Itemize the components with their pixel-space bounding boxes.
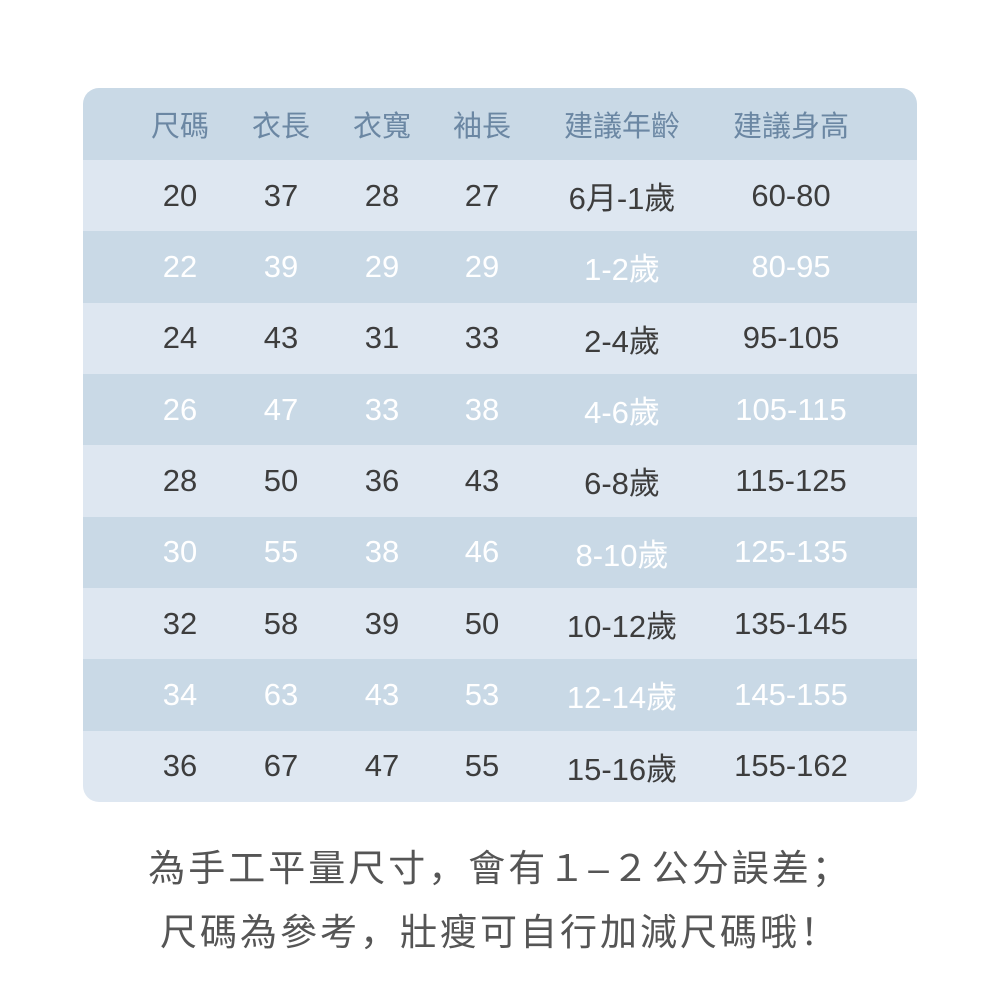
table-cell: 34: [162, 676, 198, 712]
table-cell: 10-12歲: [566, 609, 678, 645]
header-cell: 衣寬: [352, 111, 412, 143]
header-cell: 建議身高: [732, 111, 850, 143]
table-cell: 36: [162, 748, 198, 784]
table-cell: 29: [364, 248, 400, 284]
table-cell: 15-16歲: [566, 751, 678, 787]
table-cell: 63: [263, 676, 299, 712]
footer-note: 尺碼為參考，壯瘦可自行加減尺碼哦！: [160, 912, 840, 953]
table-cell: 46: [464, 534, 500, 570]
table-cell: 58: [263, 605, 299, 641]
table-cell: 26: [162, 391, 198, 427]
header-cell: 衣長: [251, 111, 311, 143]
table-row: 26 47 33 38 4-6歲 105-115: [83, 374, 917, 446]
table-cell: 60-80: [751, 177, 831, 213]
table-cell: 28: [364, 177, 400, 213]
table-cell: 53: [464, 676, 500, 712]
table-cell: 37: [263, 177, 299, 213]
table-cell: 2-4歲: [584, 323, 660, 359]
table-cell: 20: [162, 177, 198, 213]
table-cell: 47: [263, 391, 299, 427]
table-row: 30 55 38 46 8-10歲 125-135: [83, 516, 917, 588]
footer-note: 為手工平量尺寸，會有１–２公分誤差；: [148, 848, 852, 889]
table-row: 28 50 36 43 6-8歲 115-125: [83, 445, 917, 517]
size-table: 尺碼 衣長 衣寬 袖長 建議年齡 建議身高 20 37 28 27 6月-1歲 60-80 22 39 29…: [83, 88, 917, 802]
table-row: 32 58 39 50 10-12歲 135-145: [83, 588, 917, 660]
table-cell: 43: [464, 462, 500, 498]
table-cell: 43: [364, 676, 400, 712]
table-cell: 135-145: [734, 605, 848, 641]
table-cell: 50: [263, 462, 299, 498]
table-cell: 55: [263, 534, 299, 570]
table-cell: 80-95: [751, 248, 831, 284]
table-cell: 38: [464, 391, 500, 427]
table-cell: 39: [364, 605, 400, 641]
header-cell: 尺碼: [150, 111, 210, 143]
table-cell: 105-115: [735, 391, 847, 427]
table-cell: 27: [464, 177, 500, 213]
table-cell: 38: [364, 534, 400, 570]
table-cell: 1-2歲: [584, 252, 660, 288]
table-cell: 47: [364, 748, 400, 784]
table-cell: 36: [364, 462, 400, 498]
table-cell: 32: [162, 605, 198, 641]
table-cell: 22: [162, 248, 198, 284]
header-row: 尺碼 衣長 衣寬 袖長 建議年齡 建議身高: [83, 88, 917, 160]
table-cell: 43: [263, 320, 299, 356]
header-cell: 袖長: [452, 111, 512, 143]
table-cell: 67: [263, 748, 299, 784]
table-row: 36 67 47 55 15-16歲 155-162: [83, 730, 917, 802]
table-cell: 4-6歲: [584, 395, 660, 431]
table-row: 22 39 29 29 1-2歲 80-95: [83, 231, 917, 303]
table-row: 24 43 31 33 2-4歲 95-105: [83, 302, 917, 374]
header-cell: 建議年齡: [563, 111, 681, 143]
table-cell: 50: [464, 605, 500, 641]
table-cell: 33: [364, 391, 400, 427]
table-cell: 6月-1歲: [568, 181, 676, 217]
table-cell: 6-8歲: [584, 466, 660, 502]
table-cell: 125-135: [734, 534, 848, 570]
table-cell: 24: [162, 320, 198, 356]
table-cell: 95-105: [742, 320, 840, 356]
table-cell: 39: [263, 248, 299, 284]
table-cell: 31: [364, 320, 400, 356]
table-cell: 29: [464, 248, 500, 284]
table-cell: 115-125: [735, 462, 847, 498]
table-row: 20 37 28 27 6月-1歲 60-80: [83, 160, 917, 232]
table-cell: 55: [464, 748, 500, 784]
table-cell: 28: [162, 462, 198, 498]
table-cell: 33: [464, 320, 500, 356]
table-cell: 12-14歲: [566, 680, 678, 716]
table-cell: 145-155: [734, 676, 848, 712]
table-cell: 30: [162, 534, 198, 570]
table-row: 34 63 43 53 12-14歲 145-155: [83, 659, 917, 731]
table-cell: 155-162: [734, 748, 848, 784]
table-cell: 8-10歲: [575, 537, 669, 573]
